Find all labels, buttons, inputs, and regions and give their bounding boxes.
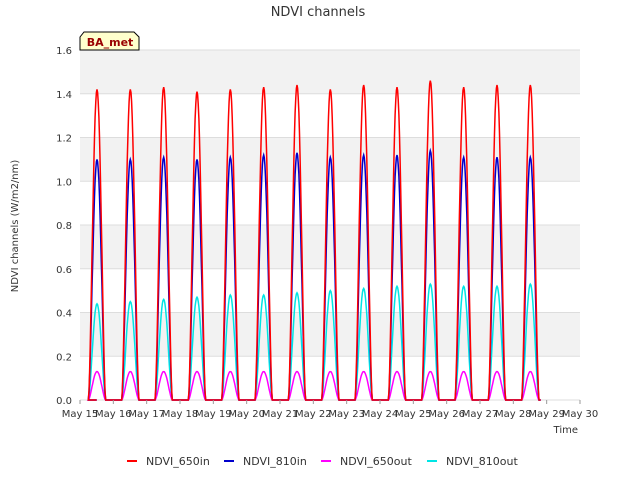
grid-band xyxy=(80,225,580,269)
x-tick-label: May 25 xyxy=(395,409,432,420)
x-tick-label: May 30 xyxy=(562,409,599,420)
y-tick-label: 0.8 xyxy=(56,221,72,232)
y-tick-label: 1.0 xyxy=(56,177,72,188)
chart-title: NDVI channels xyxy=(271,5,366,20)
x-tick-label: May 18 xyxy=(162,409,199,420)
badge-box xyxy=(79,31,140,51)
site-badge: BA_met xyxy=(79,31,140,51)
x-axis-label: Time xyxy=(553,425,578,436)
x-tick-label: May 19 xyxy=(195,409,232,420)
x-tick-label: May 29 xyxy=(528,409,565,420)
y-tick-label: 0.6 xyxy=(56,265,72,276)
y-tick-label: 0.2 xyxy=(56,352,72,363)
y-axis-label: NDVI channels (W/m2/nm) xyxy=(10,160,21,293)
x-tick-label: May 22 xyxy=(295,409,332,420)
badge-label: BA_met xyxy=(87,36,134,49)
x-tick-label: May 23 xyxy=(328,409,365,420)
legend-label: NDVI_650in xyxy=(146,455,210,468)
y-tick-label: 0.4 xyxy=(56,309,72,320)
y-tick-label: 1.4 xyxy=(56,90,72,101)
x-tick-label: May 16 xyxy=(95,409,132,420)
y-tick-label: 1.6 xyxy=(56,46,72,57)
legend-label: NDVI_810out xyxy=(446,455,518,468)
legend-label: NDVI_810in xyxy=(243,455,307,468)
grid-band xyxy=(80,312,580,357)
x-tick-label: May 27 xyxy=(462,409,499,420)
y-tick-label: 1.2 xyxy=(56,134,72,145)
x-tick-label: May 20 xyxy=(228,409,265,420)
grid-bands xyxy=(80,50,580,357)
y-ticks: 0.0 0.2 0.4 0.6 0.8 1.0 1.2 1.4 1.6 xyxy=(56,46,72,407)
legend: NDVI_650in NDVI_810in NDVI_650out NDVI_810o… xyxy=(127,455,518,468)
x-tick-label: May 26 xyxy=(428,409,465,420)
x-tick-label: May 15 xyxy=(62,409,99,420)
y-tick-label: 0.0 xyxy=(56,396,72,407)
x-tick-label: May 24 xyxy=(362,409,399,420)
x-tick-label: May 21 xyxy=(262,409,299,420)
grid-band xyxy=(80,50,580,94)
x-tick-label: May 28 xyxy=(495,409,532,420)
x-tick-label: May 17 xyxy=(128,409,165,420)
legend-label: NDVI_650out xyxy=(340,455,412,468)
